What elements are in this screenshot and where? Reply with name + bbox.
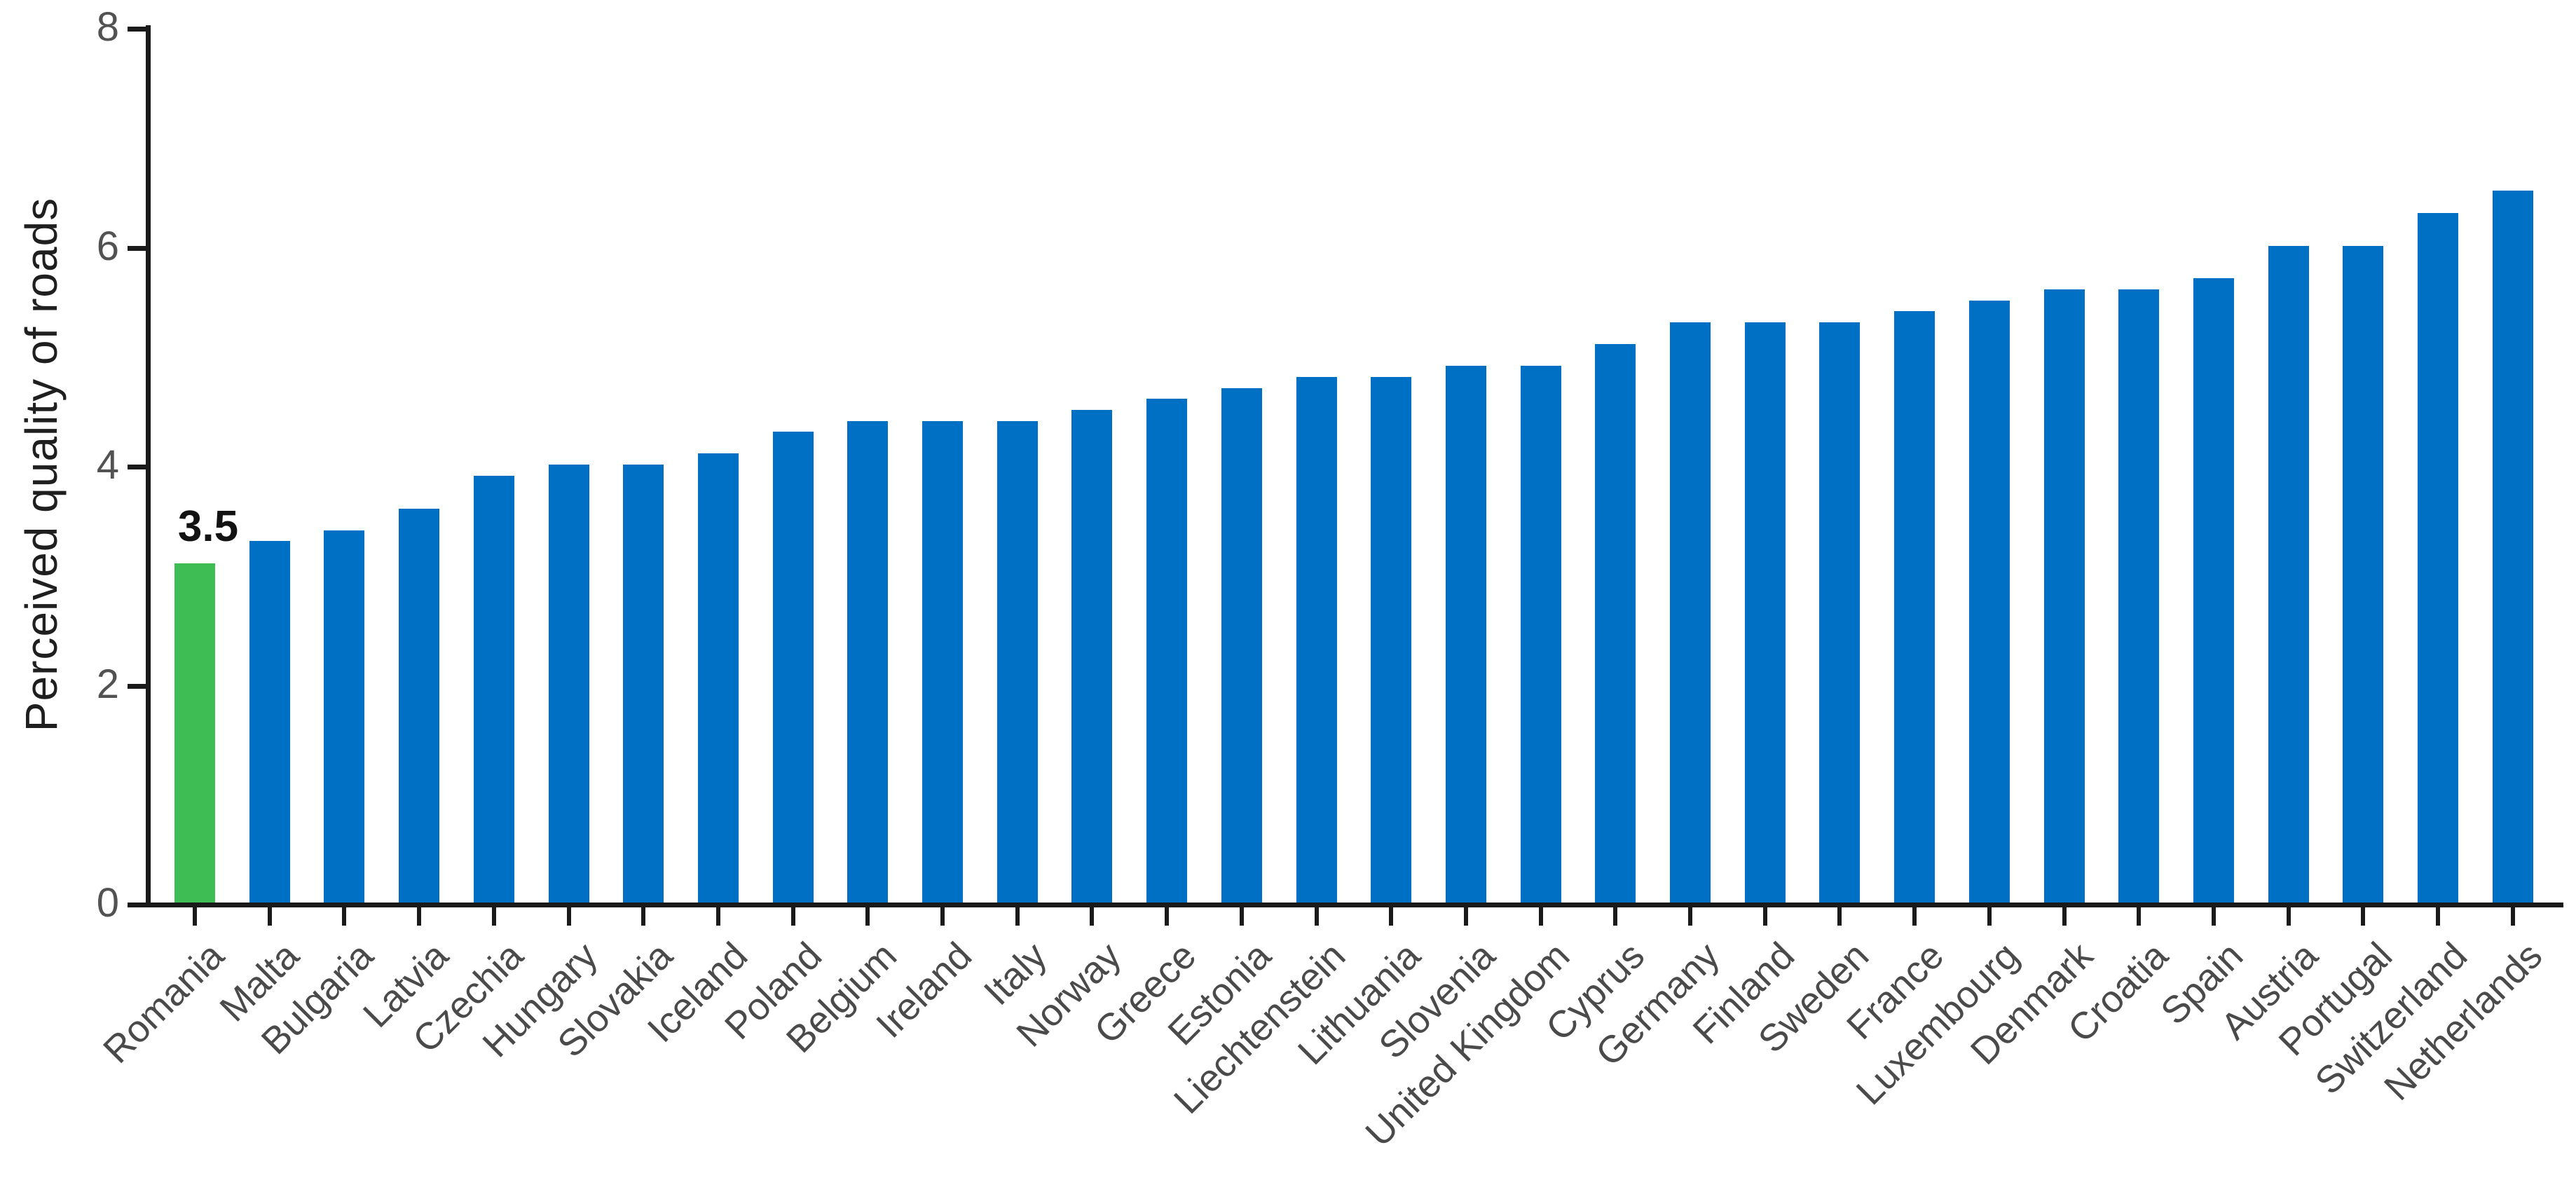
bar-lithuania xyxy=(1371,377,1412,903)
bar-greece xyxy=(1146,399,1188,903)
bar-norway xyxy=(1071,409,1113,903)
x-tick xyxy=(342,907,347,926)
bar-united-kingdom xyxy=(1520,366,1561,903)
x-tick xyxy=(1912,907,1917,926)
bar-bulgaria xyxy=(324,530,365,903)
bar-france xyxy=(1894,311,1936,903)
bar-finland xyxy=(1744,322,1786,903)
x-tick xyxy=(2361,907,2366,926)
y-tick xyxy=(128,245,146,251)
bar-romania xyxy=(174,563,215,903)
bar-germany xyxy=(1670,322,1711,903)
x-tick xyxy=(566,907,571,926)
x-tick xyxy=(1463,907,1468,926)
bar-belgium xyxy=(847,420,889,903)
bar-sweden xyxy=(1819,322,1861,903)
x-tick xyxy=(1538,907,1543,926)
x-tick xyxy=(2436,907,2440,926)
bar-luxembourg xyxy=(1968,300,2010,903)
y-axis-line xyxy=(146,25,151,907)
x-tick xyxy=(2211,907,2216,926)
bar-cyprus xyxy=(1595,344,1636,903)
x-tick xyxy=(1613,907,1618,926)
bar-estonia xyxy=(1221,387,1262,903)
bar-denmark xyxy=(2043,289,2085,903)
bar-czechia xyxy=(473,475,514,903)
x-axis-line xyxy=(146,903,2563,907)
y-tick-label: 4 xyxy=(96,441,119,488)
bar-spain xyxy=(2193,278,2234,903)
bar-hungary xyxy=(548,465,589,903)
y-axis-title: Perceived quality of roads xyxy=(16,197,67,732)
bar-netherlands xyxy=(2492,191,2533,903)
y-tick xyxy=(128,27,146,32)
x-tick xyxy=(1837,907,1842,926)
x-tick xyxy=(2062,907,2067,926)
bar-austria xyxy=(2268,245,2309,903)
romania-value-annotation: 3.5 xyxy=(177,502,239,551)
x-tick xyxy=(790,907,795,926)
x-tick xyxy=(1762,907,1767,926)
x-tick xyxy=(1688,907,1692,926)
x-label-romania: Romania xyxy=(95,934,233,1071)
bar-malta xyxy=(249,541,290,903)
x-tick xyxy=(1389,907,1394,926)
x-tick xyxy=(1165,907,1170,926)
y-tick-label: 0 xyxy=(96,879,119,926)
x-tick xyxy=(2286,907,2291,926)
x-tick xyxy=(1987,907,1992,926)
x-tick xyxy=(2510,907,2515,926)
bar-portugal xyxy=(2343,245,2384,903)
x-tick xyxy=(491,907,496,926)
y-tick-label: 8 xyxy=(96,4,119,50)
bar-liechtenstein xyxy=(1296,377,1337,903)
bar-poland xyxy=(772,432,814,903)
x-tick xyxy=(193,907,197,926)
x-tick xyxy=(641,907,646,926)
x-tick xyxy=(865,907,870,926)
x-tick xyxy=(1239,907,1244,926)
x-tick xyxy=(417,907,422,926)
y-tick-label: 2 xyxy=(96,661,119,707)
bar-slovakia xyxy=(623,465,664,903)
bar-latvia xyxy=(399,508,440,903)
y-tick-label: 6 xyxy=(96,223,119,269)
x-tick xyxy=(1090,907,1095,926)
x-tick xyxy=(267,907,272,926)
bar-ireland xyxy=(922,420,963,903)
x-tick xyxy=(1015,907,1020,926)
bar-switzerland xyxy=(2418,212,2458,903)
x-tick xyxy=(940,907,945,926)
y-tick xyxy=(128,903,146,907)
y-axis-title-column: Perceived quality of roads xyxy=(10,0,73,929)
y-tick xyxy=(128,683,146,689)
y-tick xyxy=(128,465,146,469)
x-tick xyxy=(1314,907,1319,926)
bar-croatia xyxy=(2118,289,2160,903)
bar-iceland xyxy=(697,453,739,903)
bar-slovenia xyxy=(1445,366,1486,903)
x-tick xyxy=(715,907,720,926)
bar-italy xyxy=(996,420,1038,903)
x-tick xyxy=(2137,907,2142,926)
